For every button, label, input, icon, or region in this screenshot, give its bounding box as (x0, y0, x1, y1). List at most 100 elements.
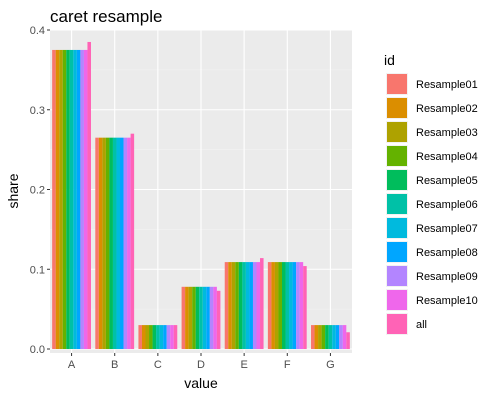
legend-title: id (384, 52, 395, 68)
legend-swatch (387, 98, 407, 118)
bar (109, 137, 113, 350)
bar (192, 286, 196, 350)
y-tick-label: 0.2 (30, 185, 45, 197)
bar (216, 290, 221, 350)
bar (267, 262, 272, 350)
legend-swatch (387, 170, 407, 190)
legend-swatch (387, 146, 407, 166)
bar (335, 325, 340, 350)
bar (87, 41, 91, 350)
bar (303, 266, 307, 350)
legend-label: Resample05 (416, 175, 478, 187)
x-tick-label: G (326, 359, 335, 371)
legend-swatch (387, 266, 407, 286)
bar (188, 286, 193, 350)
bar (206, 286, 210, 350)
bar (116, 137, 121, 350)
bar (141, 325, 146, 350)
bar (152, 325, 157, 350)
bar (55, 49, 60, 350)
bar (181, 286, 186, 350)
legend-swatch (387, 218, 407, 238)
y-tick-label: 0.1 (30, 264, 45, 276)
x-axis-ticks: A B C D E F G (68, 353, 335, 371)
bar (249, 262, 253, 350)
legend-label: Resample01 (416, 79, 478, 91)
y-tick-label: 0.4 (30, 25, 45, 37)
bar (69, 49, 74, 350)
legend-swatch (387, 74, 407, 94)
legend-swatch (387, 242, 407, 262)
bar (59, 49, 63, 350)
x-tick-label: F (284, 359, 291, 371)
bars (52, 41, 350, 350)
bar (199, 286, 203, 350)
y-tick-label: 0.3 (30, 105, 45, 117)
bar (202, 286, 207, 350)
bar (102, 137, 106, 350)
bar (328, 325, 333, 350)
bar (289, 262, 293, 350)
legend-label: Resample07 (416, 223, 478, 235)
x-tick-label: B (111, 359, 118, 371)
legend-label: Resample03 (416, 127, 478, 139)
bar (296, 262, 300, 350)
bar (311, 325, 315, 350)
x-tick-label: E (240, 359, 247, 371)
bar (332, 325, 336, 350)
bar (195, 286, 200, 350)
bar (145, 325, 150, 350)
bar (281, 262, 286, 350)
bar (83, 49, 88, 350)
bar (185, 286, 189, 350)
bar (159, 325, 164, 350)
bar (238, 262, 243, 350)
bar (235, 262, 239, 350)
x-tick-label: D (197, 359, 205, 371)
legend-swatch (387, 194, 407, 214)
bar (252, 262, 257, 350)
bar (224, 262, 229, 350)
bar (231, 262, 236, 350)
bar (98, 137, 103, 350)
bar (209, 286, 214, 350)
bar (242, 262, 246, 350)
legend-items: Resample01 Resample02 Resample03 Resample04… (386, 73, 478, 335)
legend-swatch (387, 290, 407, 310)
bar (256, 262, 261, 350)
bar (228, 262, 232, 350)
x-axis-title: value (184, 375, 218, 391)
bar (163, 325, 167, 350)
legend-label: Resample04 (416, 151, 478, 163)
bar (213, 286, 217, 350)
bar (292, 262, 297, 350)
bar (166, 325, 171, 350)
legend-swatch (387, 122, 407, 142)
bar (95, 137, 99, 350)
bar (130, 133, 135, 350)
bar (285, 262, 290, 350)
bar (52, 49, 56, 350)
legend-label: Resample02 (416, 103, 478, 115)
bar (105, 137, 110, 350)
bar (173, 325, 178, 350)
y-tick-label: 0.0 (30, 344, 45, 356)
legend-label: Resample08 (416, 247, 478, 259)
legend-label: Resample09 (416, 271, 478, 283)
bar (299, 262, 304, 350)
bar (278, 262, 282, 350)
legend-label: Resample06 (416, 199, 478, 211)
bar (314, 325, 319, 350)
bar (62, 49, 67, 350)
legend: id Resample01Resample02Resample03Resampl… (384, 52, 478, 335)
bar (245, 262, 250, 350)
bar (170, 325, 174, 350)
bar (112, 137, 117, 350)
bar (156, 325, 160, 350)
bar (325, 325, 329, 350)
bar (73, 49, 77, 350)
bar (127, 137, 131, 350)
bar (123, 137, 128, 350)
bar (76, 49, 81, 350)
